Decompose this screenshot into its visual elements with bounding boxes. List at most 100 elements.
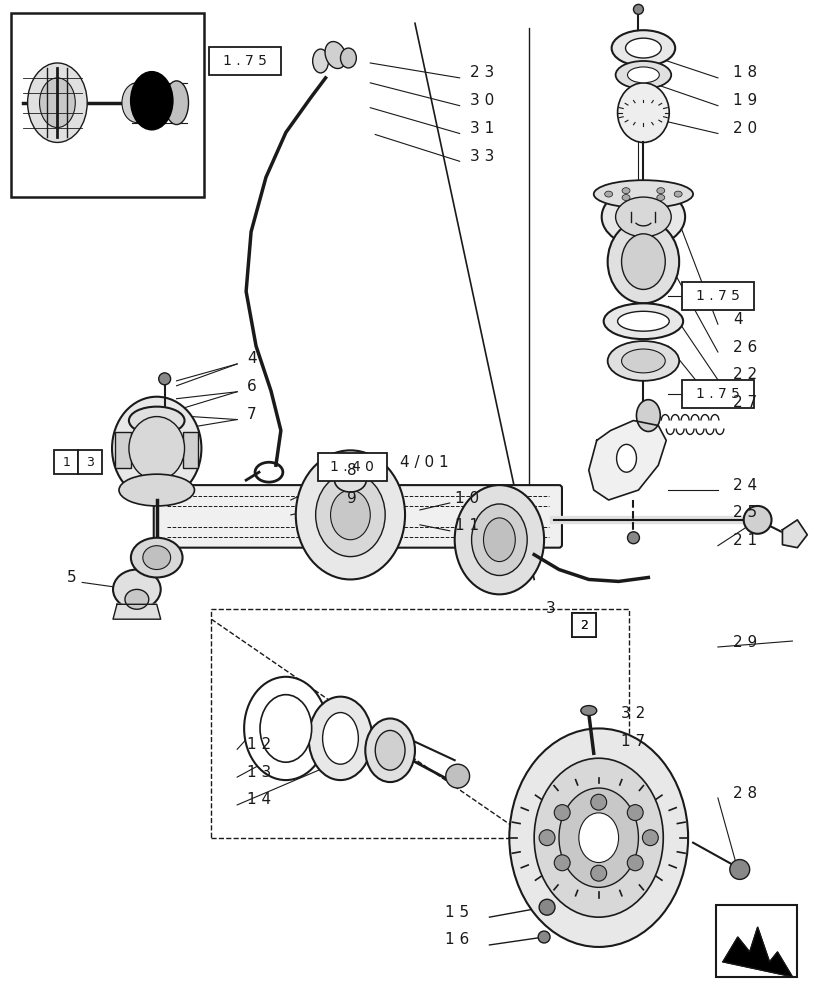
Text: 2: 2 <box>579 619 587 632</box>
Ellipse shape <box>538 899 554 915</box>
Text: 3 0: 3 0 <box>469 93 493 108</box>
Ellipse shape <box>601 187 685 247</box>
Text: 2 2: 2 2 <box>732 367 756 382</box>
Bar <box>209 47 281 75</box>
Polygon shape <box>781 520 806 548</box>
Text: 4: 4 <box>247 351 256 366</box>
Ellipse shape <box>627 855 642 871</box>
Text: 1 6: 1 6 <box>444 932 468 947</box>
Ellipse shape <box>375 730 405 770</box>
Polygon shape <box>588 421 666 500</box>
Ellipse shape <box>615 61 671 89</box>
Ellipse shape <box>471 504 527 575</box>
Bar <box>54 450 78 474</box>
Ellipse shape <box>559 788 638 887</box>
Text: 4 / 0 1: 4 / 0 1 <box>400 455 448 470</box>
Ellipse shape <box>340 48 356 68</box>
Ellipse shape <box>533 758 663 917</box>
Text: 1: 1 <box>62 456 70 469</box>
Ellipse shape <box>590 794 606 810</box>
Text: 2 0: 2 0 <box>732 121 756 136</box>
Ellipse shape <box>633 4 643 14</box>
Ellipse shape <box>622 195 629 201</box>
Text: 2 3: 2 3 <box>469 65 493 80</box>
Text: 1 0: 1 0 <box>455 491 478 506</box>
Ellipse shape <box>625 38 660 58</box>
Ellipse shape <box>244 677 327 780</box>
Text: 4: 4 <box>732 312 741 327</box>
Bar <box>681 380 753 408</box>
Ellipse shape <box>580 706 596 716</box>
Ellipse shape <box>537 931 550 943</box>
Text: 2 8: 2 8 <box>732 786 756 801</box>
Ellipse shape <box>743 506 771 534</box>
Ellipse shape <box>39 78 75 128</box>
Ellipse shape <box>673 191 681 197</box>
Ellipse shape <box>129 407 184 434</box>
Ellipse shape <box>656 188 664 194</box>
Text: 1 4: 1 4 <box>247 792 271 807</box>
Ellipse shape <box>28 63 87 142</box>
Ellipse shape <box>315 473 385 557</box>
Ellipse shape <box>308 697 372 780</box>
Ellipse shape <box>554 855 569 871</box>
Ellipse shape <box>509 728 687 947</box>
Text: 6: 6 <box>247 379 256 394</box>
Ellipse shape <box>622 188 629 194</box>
Ellipse shape <box>483 518 514 562</box>
Ellipse shape <box>593 180 692 208</box>
Text: 1 . 7 5: 1 . 7 5 <box>695 387 739 401</box>
Text: 5: 5 <box>67 570 77 585</box>
Bar <box>183 432 198 468</box>
Ellipse shape <box>119 474 194 506</box>
Ellipse shape <box>604 191 612 197</box>
Ellipse shape <box>617 311 668 331</box>
Ellipse shape <box>615 197 671 237</box>
Ellipse shape <box>578 813 618 863</box>
Ellipse shape <box>455 485 544 594</box>
Ellipse shape <box>446 764 469 788</box>
Ellipse shape <box>621 234 664 289</box>
Ellipse shape <box>656 195 664 201</box>
Ellipse shape <box>122 83 152 123</box>
Ellipse shape <box>129 417 184 480</box>
Text: 3: 3 <box>545 601 555 616</box>
Bar <box>115 432 131 468</box>
Text: 3: 3 <box>86 456 94 469</box>
Ellipse shape <box>113 570 161 609</box>
Ellipse shape <box>627 805 642 821</box>
Ellipse shape <box>627 532 639 544</box>
Ellipse shape <box>129 71 174 131</box>
Ellipse shape <box>607 341 678 381</box>
Text: 2 5: 2 5 <box>732 505 756 520</box>
Ellipse shape <box>165 81 188 125</box>
Ellipse shape <box>143 546 170 570</box>
Text: 1 9: 1 9 <box>732 93 756 108</box>
Ellipse shape <box>538 830 554 846</box>
Ellipse shape <box>621 349 664 373</box>
Bar <box>571 613 595 637</box>
Text: 1 2: 1 2 <box>247 737 271 752</box>
Text: 1 8: 1 8 <box>732 65 756 80</box>
Ellipse shape <box>554 805 569 821</box>
Text: 1 1: 1 1 <box>455 518 478 533</box>
Text: 7: 7 <box>247 407 256 422</box>
Text: 1 5: 1 5 <box>444 905 468 920</box>
Polygon shape <box>722 927 791 977</box>
Ellipse shape <box>611 30 674 66</box>
Ellipse shape <box>124 589 148 609</box>
Bar <box>211 609 627 838</box>
Text: 9: 9 <box>347 491 357 506</box>
Bar <box>681 282 753 310</box>
Text: 3 1: 3 1 <box>469 121 493 136</box>
Ellipse shape <box>590 865 606 881</box>
Ellipse shape <box>296 450 405 579</box>
Ellipse shape <box>334 468 366 492</box>
Ellipse shape <box>603 303 682 339</box>
Text: 2: 2 <box>579 619 587 632</box>
Ellipse shape <box>627 67 658 83</box>
Bar <box>571 613 595 637</box>
Text: 3 2: 3 2 <box>620 706 644 721</box>
Ellipse shape <box>364 719 414 782</box>
Ellipse shape <box>322 713 358 764</box>
